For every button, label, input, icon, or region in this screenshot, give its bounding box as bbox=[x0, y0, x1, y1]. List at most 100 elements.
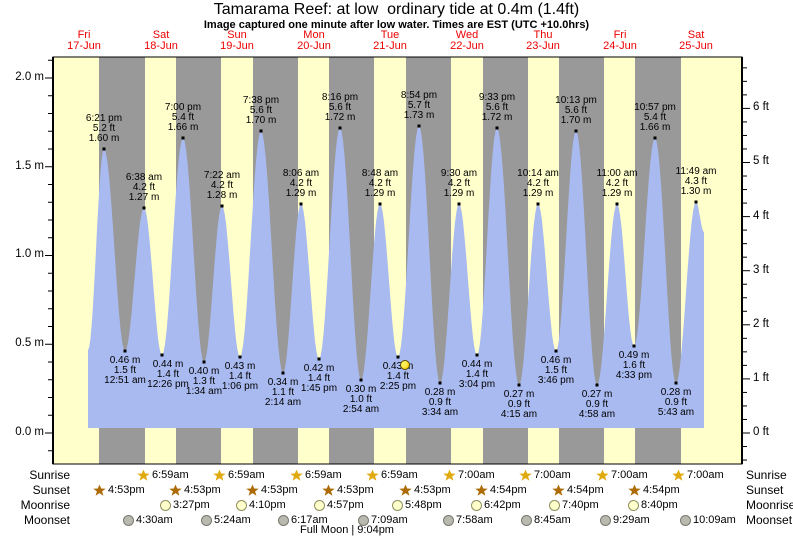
tide-label-line: 7:38 pm bbox=[242, 95, 280, 106]
moonset-time: 5:24am bbox=[214, 514, 251, 526]
meter-axis-label: 0.5 m bbox=[15, 337, 44, 349]
tide-label-line: 5.6 ft bbox=[564, 105, 588, 116]
day-label-line: Tue bbox=[380, 29, 400, 41]
moonset-entry: 8:45am bbox=[521, 514, 571, 527]
tide-extreme-dot bbox=[281, 371, 285, 375]
high-tide-label: 10:13 pm 5.6 ft 1.70 m bbox=[555, 96, 597, 126]
row-label-moonrise: Moonrise bbox=[20, 498, 70, 512]
tide-label-line: 12:51 am bbox=[104, 375, 146, 386]
moonrise-entry: 6:42pm bbox=[471, 499, 521, 512]
tide-extreme-dot bbox=[317, 357, 321, 361]
day-label-line: Thu bbox=[533, 29, 553, 41]
day-label: Fri 17-Jun bbox=[67, 30, 101, 52]
moonrise-icon bbox=[392, 500, 403, 511]
high-tide-label: 11:49 am 4.3 ft 1.30 m bbox=[676, 167, 717, 197]
day-label: Sat 25-Jun bbox=[679, 30, 713, 52]
moonrise-icon bbox=[160, 500, 171, 511]
day-label-line: Fri bbox=[77, 29, 91, 41]
tide-extreme-dot bbox=[475, 353, 479, 357]
tide-label-line: 10:13 pm bbox=[555, 95, 597, 106]
sunrise-icon bbox=[443, 469, 456, 481]
sunset-icon bbox=[399, 484, 412, 496]
moonset-icon bbox=[358, 515, 369, 526]
tide-label-line: 4.2 ft bbox=[526, 178, 550, 189]
row-label-moonrise-right: Moonrise bbox=[746, 498, 793, 512]
sunset-icon bbox=[552, 484, 565, 496]
tide-label-line: 5.6 ft bbox=[328, 102, 352, 113]
day-label: Sun 19-Jun bbox=[220, 30, 254, 52]
tide-label-line: 0.9 ft bbox=[664, 397, 688, 408]
tide-label-line: 8:06 am bbox=[282, 168, 320, 179]
sunrise-icon bbox=[213, 469, 226, 481]
sunset-time: 4:53pm bbox=[414, 484, 451, 496]
tide-label-line: 9:33 pm bbox=[478, 92, 516, 103]
tide-label-line: 4.2 ft bbox=[132, 182, 156, 193]
moonset-icon bbox=[680, 515, 691, 526]
tide-label-line: 5.7 ft bbox=[407, 100, 431, 111]
tide-label-line: 1.66 m bbox=[167, 122, 199, 133]
tide-label-line: 1.4 ft bbox=[228, 371, 252, 382]
tide-label-line: 4.2 ft bbox=[368, 178, 392, 189]
tide-label-line: 1.4 ft bbox=[386, 371, 410, 382]
low-tide-label: 0.40 m 1.3 ft 1:34 am bbox=[186, 367, 222, 397]
tide-label-line: 4.2 ft bbox=[210, 180, 234, 191]
tide-label-line: 1:45 pm bbox=[300, 383, 338, 394]
day-label-line: Fri bbox=[613, 29, 627, 41]
tide-extreme-dot bbox=[457, 202, 461, 206]
tide-label-line: 1.72 m bbox=[324, 112, 356, 123]
day-label-line: 21-Jun bbox=[373, 40, 407, 52]
sunset-icon bbox=[169, 484, 182, 496]
sunset-entry: 4:53pm bbox=[169, 484, 221, 497]
feet-axis-label: 6 ft bbox=[753, 101, 769, 113]
sunset-entry: 4:54pm bbox=[475, 484, 527, 497]
moonset-entry: 7:09am bbox=[358, 514, 408, 527]
tide-label-line: 0.28 m bbox=[660, 387, 692, 398]
tide-label-line: 10:57 pm bbox=[634, 102, 676, 113]
tide-label-line: 8:54 pm bbox=[400, 90, 438, 101]
tide-label-line: 0.27 m bbox=[581, 389, 613, 400]
sunrise-icon bbox=[366, 469, 379, 481]
sunrise-icon bbox=[596, 469, 609, 481]
moonset-entry: 7:58am bbox=[443, 514, 493, 527]
tide-label-line: 5.4 ft bbox=[643, 112, 667, 123]
tide-label-line: 7:22 am bbox=[203, 170, 241, 181]
feet-axis-label: 0 ft bbox=[753, 426, 769, 438]
day-label: Mon 20-Jun bbox=[297, 30, 331, 52]
moonset-icon bbox=[123, 515, 134, 526]
sunset-entry: 4:54pm bbox=[552, 484, 604, 497]
sunrise-entry: 6:59am bbox=[366, 469, 418, 482]
moonrise-time: 3:27pm bbox=[173, 499, 210, 511]
tide-label-line: 1.29 m bbox=[601, 188, 633, 199]
tide-extreme-dot bbox=[554, 349, 558, 353]
tide-label-line: 3:04 pm bbox=[458, 379, 496, 390]
moonrise-entry: 5:48pm bbox=[392, 499, 442, 512]
day-label-line: 22-Jun bbox=[450, 40, 484, 52]
full-moon-marker-icon bbox=[400, 360, 410, 370]
moonset-entry: 10:09am bbox=[680, 514, 736, 527]
feet-axis-label: 2 ft bbox=[753, 318, 769, 330]
tide-extreme-dot bbox=[674, 381, 678, 385]
moonrise-entry: 7:40pm bbox=[549, 499, 599, 512]
meter-axis-label: 1.5 m bbox=[15, 160, 44, 172]
moonrise-entry: 8:40pm bbox=[628, 499, 678, 512]
sunrise-entry: 6:59am bbox=[290, 469, 342, 482]
feet-axis-label: 3 ft bbox=[753, 264, 769, 276]
tide-label-line: 1.70 m bbox=[560, 115, 592, 126]
moonrise-icon bbox=[314, 500, 325, 511]
moonset-time: 8:45am bbox=[534, 514, 571, 526]
row-label-moonset-right: Moonset bbox=[746, 513, 793, 527]
tide-extreme-dot bbox=[536, 202, 540, 206]
tide-label-line: 3:34 am bbox=[421, 407, 459, 418]
sunrise-icon bbox=[290, 469, 303, 481]
tide-extreme-dot bbox=[238, 355, 242, 359]
day-label: Sat 18-Jun bbox=[144, 30, 178, 52]
tide-extreme-dot bbox=[396, 355, 400, 359]
tide-label-line: 1.30 m bbox=[680, 186, 712, 197]
moonset-entry: 5:24am bbox=[201, 514, 251, 527]
tide-label-line: 1.73 m bbox=[403, 110, 435, 121]
tide-label-line: 12:26 pm bbox=[147, 379, 189, 390]
sunrise-entry: 6:59am bbox=[137, 469, 189, 482]
tide-label-line: 1.60 m bbox=[88, 133, 120, 144]
low-tide-label: 0.28 m 0.9 ft 5:43 am bbox=[658, 388, 694, 418]
low-tide-label: 0.27 m 0.9 ft 4:15 am bbox=[501, 390, 537, 420]
